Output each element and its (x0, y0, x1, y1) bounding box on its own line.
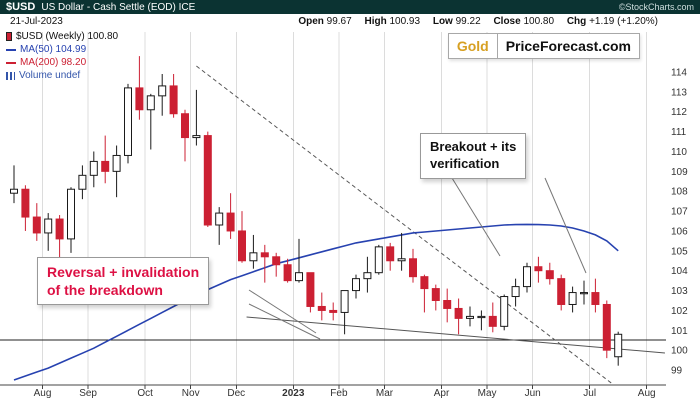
ma200-line-icon (6, 61, 16, 64)
svg-text:114: 114 (671, 68, 687, 79)
svg-text:Apr: Apr (434, 388, 450, 399)
ohlc-close-value: 100.80 (523, 15, 555, 27)
chart-header: $USD US Dollar - Cash Settle (EOD) ICE ©… (0, 0, 700, 14)
svg-text:111: 111 (671, 127, 687, 138)
svg-text:109: 109 (671, 167, 688, 178)
svg-text:107: 107 (671, 207, 688, 218)
svg-text:113: 113 (671, 87, 687, 98)
svg-text:Nov: Nov (182, 388, 200, 399)
gold-priceforecast-badge: Gold PriceForecast.com (447, 33, 640, 59)
quote-bar: 21-Jul-2023 Open 99.67 High 100.93 Low 9… (0, 14, 700, 28)
volume-icon (6, 71, 15, 80)
legend-ma200-label: MA(200) 98.20 (20, 57, 87, 68)
ohlc-high-label: High (364, 15, 387, 27)
legend-volume-label: Volume undef (19, 70, 81, 81)
price-chart: Aug Sep Oct Nov Dec 2023 Feb Mar Apr May Jun Jul Aug… (0, 28, 700, 400)
svg-text:105: 105 (671, 246, 688, 257)
ohlc-open-value: 99.67 (326, 15, 352, 27)
ohlc-high: High 100.93 (364, 16, 420, 27)
svg-text:106: 106 (671, 226, 688, 237)
ohlc-open-label: Open (298, 15, 324, 27)
ohlc-open: Open 99.67 (298, 16, 351, 27)
svg-text:Feb: Feb (330, 388, 348, 399)
ohlc-chg-label: Chg (566, 15, 587, 27)
legend-item-volume: Volume undef (6, 69, 118, 82)
stockcharts-credit: ©StockCharts.com (618, 2, 694, 12)
svg-text:102: 102 (671, 306, 688, 317)
brand-site-label: PriceForecast.com (505, 38, 631, 54)
svg-text:Dec: Dec (227, 388, 245, 399)
svg-text:108: 108 (671, 187, 688, 198)
ohlc-chg-value: +1.19 (+1.20%) (589, 15, 658, 27)
annotation-reversal: Reversal + invalidation of the breakdown (37, 257, 210, 306)
ohlc-close-label: Close (493, 15, 521, 27)
svg-text:Jun: Jun (525, 388, 541, 399)
svg-text:100: 100 (671, 346, 688, 357)
annotation-reversal-line1: Reversal + invalidation (47, 264, 200, 280)
svg-text:103: 103 (671, 286, 688, 297)
ohlc-low-value: 99.22 (455, 15, 481, 27)
svg-text:Oct: Oct (137, 388, 153, 399)
svg-text:Mar: Mar (376, 388, 394, 399)
svg-text:99: 99 (671, 366, 683, 377)
chart-legend: $USD (Weekly) 100.80 MA(50) 104.99 MA(20… (6, 30, 118, 82)
legend-item-ma200: MA(200) 98.20 (6, 56, 118, 69)
svg-text:Aug: Aug (34, 388, 52, 399)
svg-text:Sep: Sep (79, 388, 97, 399)
annotation-breakout: Breakout + its verification (420, 133, 527, 179)
legend-ma50-label: MA(50) 104.99 (20, 44, 87, 55)
symbol-label: $USD (6, 1, 36, 13)
svg-text:101: 101 (671, 326, 688, 337)
svg-text:2023: 2023 (282, 388, 305, 399)
legend-price-label: $USD (Weekly) 100.80 (16, 31, 119, 42)
chart-description: US Dollar - Cash Settle (EOD) ICE (41, 2, 196, 13)
annotation-breakout-line1: Breakout + its (430, 139, 517, 154)
ohlc-low: Low 99.22 (433, 16, 481, 27)
chart-canvas: Aug Sep Oct Nov Dec 2023 Feb Mar Apr May Jun Jul Aug… (0, 32, 688, 399)
svg-text:Jul: Jul (583, 388, 596, 399)
svg-text:110: 110 (671, 147, 687, 158)
annotation-reversal-line2: of the breakdown (47, 282, 163, 299)
svg-text:104: 104 (671, 266, 688, 277)
ohlc-chg: Chg +1.19 (+1.20%) (567, 16, 658, 27)
brand-gold-label: Gold (449, 34, 498, 58)
legend-item-ma50: MA(50) 104.99 (6, 43, 118, 56)
date-label: 21-Jul-2023 (10, 15, 63, 27)
candlestick-icon (6, 32, 12, 41)
svg-text:May: May (478, 388, 497, 399)
ohlc-close: Close 100.80 (493, 16, 554, 27)
svg-text:112: 112 (671, 107, 687, 118)
annotation-breakout-line2: verification (430, 155, 500, 171)
ohlc-high-value: 100.93 (389, 15, 421, 27)
chart-title-group: $USD US Dollar - Cash Settle (EOD) ICE (6, 1, 195, 13)
ohlc-row: Open 99.67 High 100.93 Low 99.22 Close 1… (288, 16, 658, 27)
ma50-line-icon (6, 48, 16, 51)
svg-text:Aug: Aug (638, 388, 656, 399)
legend-item-price: $USD (Weekly) 100.80 (6, 30, 118, 43)
ohlc-low-label: Low (432, 15, 453, 27)
